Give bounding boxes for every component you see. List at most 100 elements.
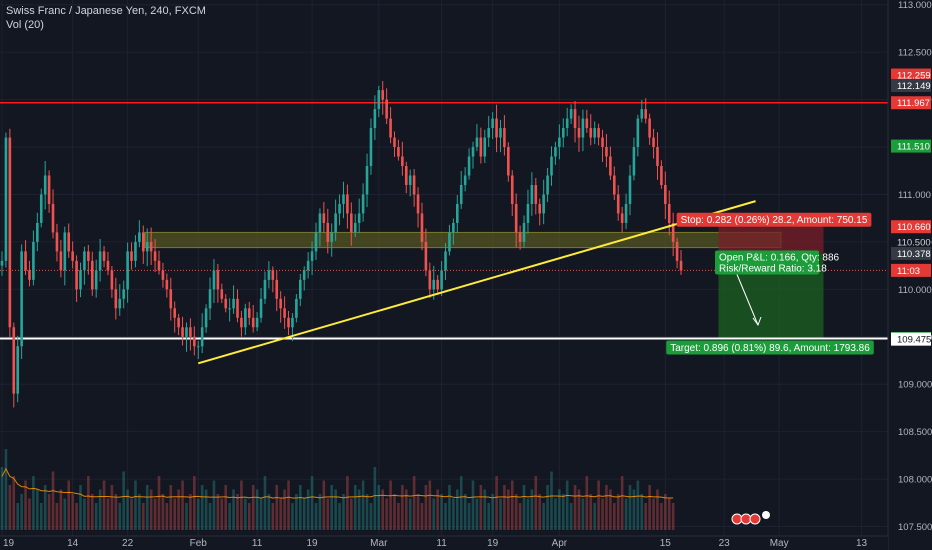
volume-bar [55,503,59,530]
candle-body [542,194,545,214]
volume-bar [581,498,585,530]
volume-bar [71,494,74,530]
volume-bar [554,498,557,530]
candle-body [440,270,443,290]
volume-bar [138,494,141,530]
candle-body [232,298,235,309]
candle-body [318,213,322,233]
volume-bar [573,485,577,530]
candle-body [408,175,412,185]
volume-bar [326,498,330,530]
volume-bar [353,485,357,530]
volume-bar [130,498,133,530]
volume-bar [361,480,365,530]
price-marker-box [891,139,931,153]
candle-body [565,118,569,129]
candle-body [510,175,514,204]
volume-bar [342,494,345,530]
candle-body [609,156,612,176]
volume-bar [106,498,110,530]
candle-body [373,109,377,129]
volume-bar [204,489,208,530]
candle-body [338,203,341,214]
volume-bar [440,494,443,530]
time-tick-label: 19 [487,538,499,549]
volume-bar [652,498,655,530]
volume-bar [616,494,620,530]
trendline [197,200,756,365]
candle-body [224,298,228,309]
candle-body [126,251,129,290]
price-marker-label: 11:03 [897,266,920,277]
volume-bar [295,494,298,530]
volume-bar [145,485,149,530]
volume-bars [0,449,675,530]
candle-body [463,175,467,185]
candle-body [648,118,651,138]
candle-body [259,298,263,318]
volume-bar [16,503,19,530]
volume-bar [310,476,314,530]
candle-body [350,213,353,233]
candle-body [365,166,369,195]
volume-bar [279,498,282,530]
volume-bar [444,503,447,530]
volume-bar [122,471,125,530]
candle-body [153,251,157,261]
candle-body [28,270,31,280]
candle-body [412,175,416,195]
candle-body [149,241,153,252]
volume-bar [153,498,157,530]
candle-body [499,128,502,138]
time-tick-label: Apr [552,538,568,549]
candle-body [247,308,251,318]
volume-bar [299,485,302,530]
target-label-box [666,340,874,355]
volume-bar [251,485,255,530]
volume-bar [401,485,404,530]
supply-zone [144,231,782,249]
candle-body [369,128,373,167]
candle-body [353,222,357,233]
volume-bar [499,498,502,530]
candle-body [55,232,59,252]
volume-bar [448,485,451,530]
time-tick-label: 13 [856,538,868,549]
candle-body [342,194,345,204]
candle-body [177,317,180,328]
volume-bar [208,503,212,530]
price-marker-box [891,220,931,234]
candle-body [467,156,471,176]
candle-body [346,194,349,214]
volume-bar [39,503,43,530]
candle-body [196,346,200,348]
volume-bar [436,489,439,530]
volume-bar [228,503,231,530]
volume-bar [664,494,667,530]
candle-body [593,128,596,138]
drawing-lines [0,101,888,340]
volume-bar [322,480,326,530]
candle-body [385,99,388,119]
time-tick-label: 23 [719,538,731,549]
candle-body [389,118,392,138]
volume-bar [20,494,23,530]
price-marker-label: 109.475 [897,335,931,346]
volume-bar [671,503,675,530]
volume-bar [12,476,16,530]
volume-bar [542,503,545,530]
volume-bar [624,498,628,530]
candle-body [208,289,212,309]
rr-label: Risk/Reward Ratio: 3.18 [719,263,827,274]
candle-body [106,260,110,271]
candle-body [118,298,122,309]
volume-bar [538,494,542,530]
volume-bar [452,498,455,530]
candle-body [491,118,494,129]
candle-body [12,327,16,394]
candle-body [404,166,408,185]
volume-bar [189,494,192,530]
volume-bar [196,498,200,530]
